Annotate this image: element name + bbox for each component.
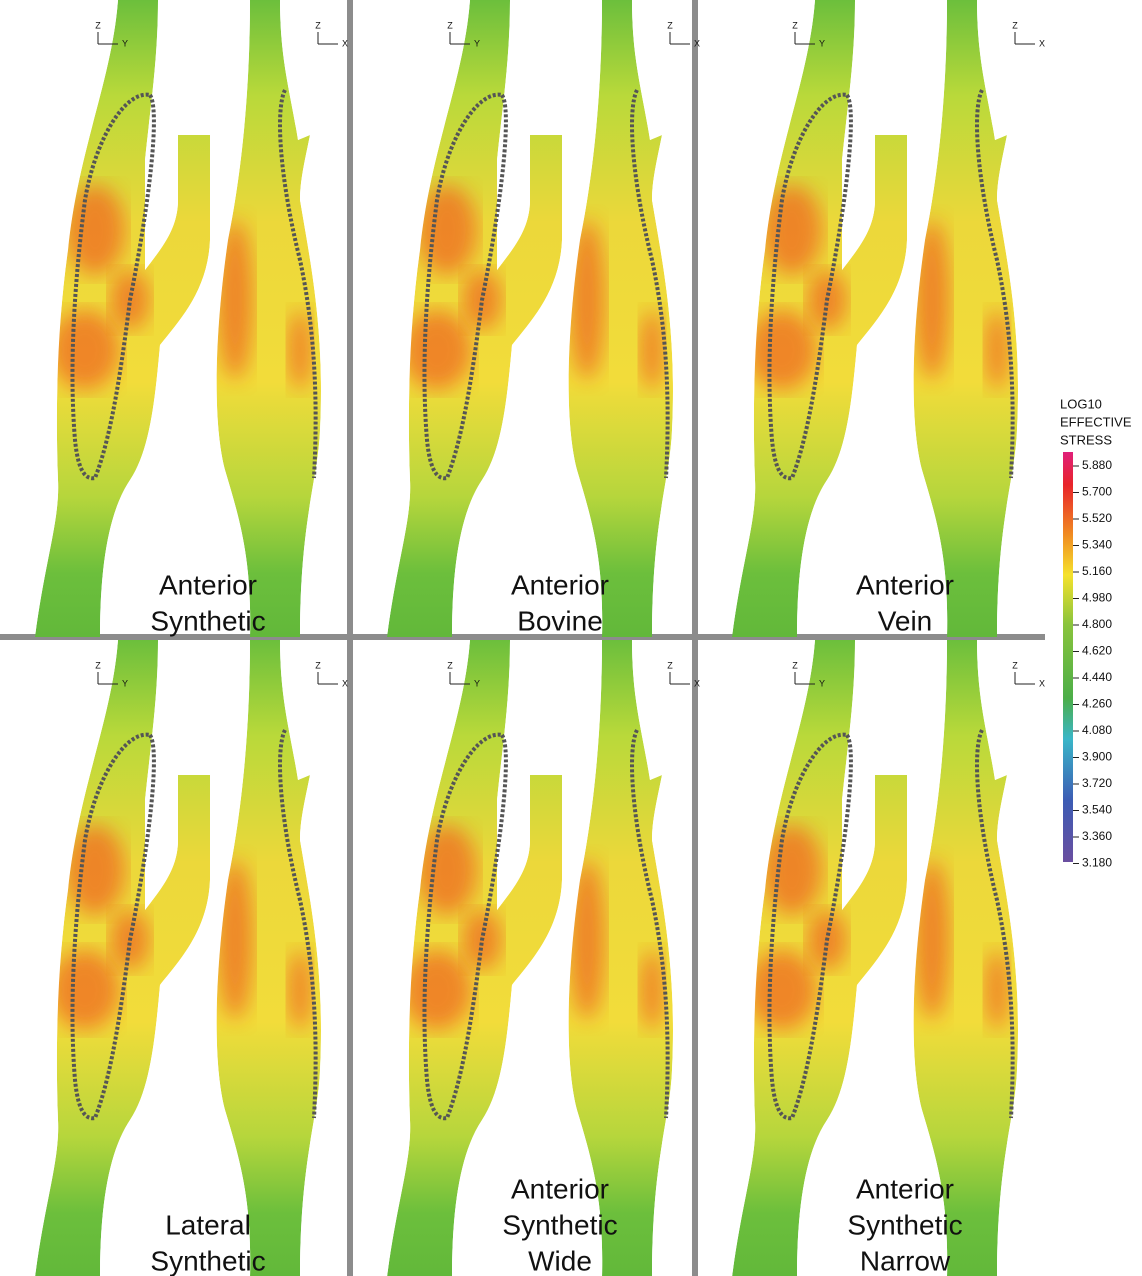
- colorbar-tick-label: 4.080: [1082, 723, 1112, 737]
- axis-label: Z: [95, 20, 101, 30]
- axis-label: Z: [792, 660, 798, 670]
- axis-label: Z: [95, 660, 101, 670]
- panel: Z Y Z X Anterior Bovine: [387, 0, 700, 637]
- colorbar-tick-label: 4.440: [1082, 670, 1112, 684]
- axis-label: Z: [1012, 20, 1018, 30]
- stress-region: [217, 860, 253, 1020]
- axis-label: Z: [792, 20, 798, 30]
- axis-label: Y: [474, 678, 480, 688]
- panel-label: Synthetic: [150, 1245, 265, 1276]
- colorbar-tick-label: 4.260: [1082, 697, 1112, 711]
- colorbar-tick-label: 3.720: [1082, 776, 1112, 790]
- panel: Z Y Z X Anterior Vein: [732, 0, 1045, 637]
- vessel: [569, 0, 673, 637]
- stress-region: [569, 860, 605, 1020]
- axis-label: X: [1039, 38, 1045, 48]
- axis-triad: [1015, 672, 1035, 684]
- stress-region: [747, 310, 817, 390]
- axis-label: X: [694, 678, 700, 688]
- axis-label: X: [694, 38, 700, 48]
- panel-label: Anterior: [159, 569, 257, 600]
- colorbar: [1063, 452, 1073, 862]
- stress-region: [402, 950, 472, 1030]
- panel: Z Y Z X Anterior Synthetic: [35, 0, 348, 637]
- stress-region: [402, 310, 472, 390]
- colorbar-tick-label: 4.980: [1082, 591, 1112, 605]
- stress-region: [762, 185, 822, 275]
- vessel: [914, 0, 1018, 637]
- stress-region: [762, 825, 822, 915]
- vessel: [217, 0, 321, 637]
- axis-label: Z: [667, 660, 673, 670]
- panel-label: Wide: [528, 1245, 592, 1276]
- stress-region: [65, 185, 125, 275]
- colorbar-tick-label: 3.540: [1082, 803, 1112, 817]
- axis-label: Y: [474, 38, 480, 48]
- panel-label: Synthetic: [502, 1209, 617, 1240]
- vessel: [35, 0, 210, 637]
- stress-region: [217, 220, 253, 380]
- panel-label: Anterior: [856, 1173, 954, 1204]
- stress-region: [65, 825, 125, 915]
- stress-region: [50, 950, 120, 1030]
- stress-region: [914, 220, 950, 380]
- colorbar-title: STRESS: [1060, 432, 1112, 447]
- stress-region: [417, 825, 477, 915]
- panel: Z Y Z X Lateral Synthetic: [35, 640, 348, 1276]
- colorbar-tick-label: 3.900: [1082, 750, 1112, 764]
- axis-label: Z: [1012, 660, 1018, 670]
- stress-region: [50, 310, 120, 390]
- axis-label: Z: [447, 660, 453, 670]
- panel: Z Y Z X Anterior Synthetic Narrow: [732, 640, 1045, 1276]
- axis-triad: [318, 672, 338, 684]
- axis-label: Z: [667, 20, 673, 30]
- panel-label: Synthetic: [847, 1209, 962, 1240]
- vessel: [732, 0, 907, 637]
- vessel: [387, 0, 562, 637]
- colorbar-tick-label: 4.620: [1082, 644, 1112, 658]
- axis-label: X: [342, 678, 348, 688]
- colorbar-title: EFFECTIVE: [1060, 414, 1132, 429]
- panel-label: Synthetic: [150, 605, 265, 636]
- colorbar-tick-label: 4.800: [1082, 617, 1112, 631]
- panel-label: Vein: [878, 605, 933, 636]
- panel-label: Bovine: [517, 605, 603, 636]
- panel-label: Narrow: [860, 1245, 951, 1276]
- vessel: [217, 640, 321, 1276]
- axis-triad: [670, 672, 690, 684]
- axis-label: Y: [819, 678, 825, 688]
- stress-region: [417, 185, 477, 275]
- axis-label: Y: [122, 678, 128, 688]
- axis-label: Y: [122, 38, 128, 48]
- axis-label: Z: [315, 20, 321, 30]
- panel-label: Lateral: [165, 1209, 251, 1240]
- axis-label: X: [1039, 678, 1045, 688]
- colorbar-tick-label: 3.360: [1082, 829, 1112, 843]
- colorbar-title: LOG10: [1060, 396, 1102, 411]
- axis-label: Z: [315, 660, 321, 670]
- colorbar-tick-label: 5.880: [1082, 458, 1112, 472]
- colorbar-tick-label: 3.180: [1082, 856, 1112, 870]
- axis-label: X: [342, 38, 348, 48]
- stress-region: [747, 950, 817, 1030]
- panel: Z Y Z X Anterior Synthetic Wide: [387, 640, 700, 1276]
- axis-triad: [318, 32, 338, 44]
- axis-label: Y: [819, 38, 825, 48]
- axis-triad: [670, 32, 690, 44]
- axis-label: Z: [447, 20, 453, 30]
- colorbar-tick-label: 5.520: [1082, 511, 1112, 525]
- stress-region: [569, 220, 605, 380]
- vessel: [35, 640, 210, 1276]
- panel-label: Anterior: [511, 569, 609, 600]
- colorbar-tick-label: 5.160: [1082, 564, 1112, 578]
- colorbar-tick-label: 5.700: [1082, 485, 1112, 499]
- colorbar-tick-label: 5.340: [1082, 538, 1112, 552]
- axis-triad: [1015, 32, 1035, 44]
- figure: ZYZXAnteriorSyntheticZYZXAnteriorBovineZ…: [0, 0, 1142, 1276]
- stress-region: [914, 860, 950, 1020]
- panel-label: Anterior: [856, 569, 954, 600]
- panel-label: Anterior: [511, 1173, 609, 1204]
